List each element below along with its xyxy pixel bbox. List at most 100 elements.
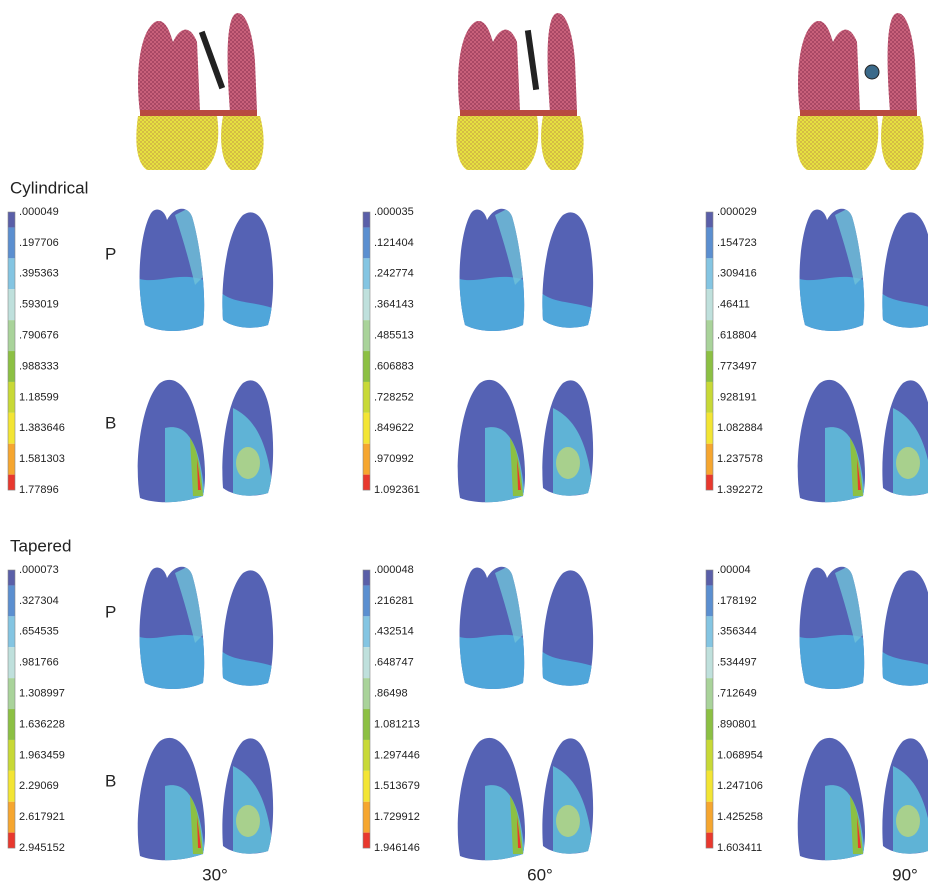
scale-label: .000048 <box>374 564 414 576</box>
scale-label: .534497 <box>717 657 757 669</box>
scale-swatch <box>706 413 713 444</box>
scale-swatch <box>8 444 15 475</box>
scale-label: 1.581303 <box>19 453 65 465</box>
scale-label: 1.068954 <box>717 749 763 761</box>
scale-label: .654535 <box>19 626 59 638</box>
tooth-stress-b <box>790 731 928 871</box>
scale-label: .242774 <box>374 268 414 280</box>
scale-label: 2.617921 <box>19 811 65 823</box>
tooth-stress-b <box>130 731 278 871</box>
scale-swatch <box>706 771 713 802</box>
scale-swatch <box>706 289 713 320</box>
scale-swatch <box>8 570 15 585</box>
scale-swatch <box>706 258 713 289</box>
scale-label: .309416 <box>717 268 757 280</box>
scale-swatch <box>8 382 15 413</box>
scale-label: 1.092361 <box>374 484 420 496</box>
scale-label: 1.946146 <box>374 842 420 854</box>
scale-label: .618804 <box>717 330 757 342</box>
tooth-stress-b <box>790 373 928 513</box>
scale-label: .970992 <box>374 453 414 465</box>
scale-label: .988333 <box>19 360 59 372</box>
scale-swatch <box>706 444 713 475</box>
scale-label: 2.29069 <box>19 780 59 792</box>
scale-swatch <box>706 475 713 490</box>
side-label: B <box>105 771 116 790</box>
tooth-stress-p <box>130 200 278 345</box>
panels: CylindricalPB.000049.197706.395363.59301… <box>8 13 928 884</box>
side-label: B <box>105 413 116 432</box>
scale-swatch <box>8 709 15 740</box>
tooth-stress-p <box>790 558 928 703</box>
scale-label: .773497 <box>717 360 757 372</box>
tooth-stress-p <box>130 558 278 703</box>
scale-swatch <box>8 320 15 351</box>
scale-swatch <box>363 802 370 833</box>
scale-label: 1.247106 <box>717 780 763 792</box>
scale-label: .648747 <box>374 657 414 669</box>
scale-label: .432514 <box>374 626 414 638</box>
scale-swatch <box>363 647 370 678</box>
scale-label: .364143 <box>374 299 414 311</box>
scale-label: 1.636228 <box>19 718 65 730</box>
scale-label: .890801 <box>717 718 757 730</box>
scale-swatch <box>8 212 15 227</box>
tooth-stress-b <box>130 373 278 513</box>
scale-swatch <box>8 678 15 709</box>
scale-label: 1.77896 <box>19 484 59 496</box>
scale-label: 1.308997 <box>19 688 65 700</box>
scale-swatch <box>8 585 15 616</box>
scale-swatch <box>8 475 15 490</box>
scale-swatch <box>8 647 15 678</box>
scale-swatch <box>8 413 15 444</box>
scale-swatch <box>363 678 370 709</box>
scale-swatch <box>363 585 370 616</box>
scale-swatch <box>706 709 713 740</box>
tooth-stress-b <box>450 731 598 871</box>
scale-swatch <box>363 616 370 647</box>
scale-swatch <box>363 740 370 771</box>
scale-label: .395363 <box>19 268 59 280</box>
scale-swatch <box>363 413 370 444</box>
scale-swatch <box>706 585 713 616</box>
row-title: Cylindrical <box>10 178 88 197</box>
scale-swatch <box>706 833 713 848</box>
scale-swatch <box>706 320 713 351</box>
scale-label: 1.383646 <box>19 422 65 434</box>
scale-swatch <box>363 351 370 382</box>
scale-label: .216281 <box>374 595 414 607</box>
scale-swatch <box>706 227 713 258</box>
scale-label: 2.945152 <box>19 842 65 854</box>
row-title: Tapered <box>10 536 71 555</box>
scale-swatch <box>706 212 713 227</box>
column-label: 30° <box>202 865 228 884</box>
figure: CylindricalPB.000049.197706.395363.59301… <box>0 0 928 893</box>
scale-label: 1.297446 <box>374 749 420 761</box>
scale-label: .000049 <box>19 206 59 218</box>
scale-label: 1.082884 <box>717 422 763 434</box>
scale-swatch <box>8 771 15 802</box>
scale-swatch <box>363 258 370 289</box>
column-label: 60° <box>527 865 553 884</box>
scale-label: 1.425258 <box>717 811 763 823</box>
scale-label: .485513 <box>374 330 414 342</box>
side-label: P <box>105 244 116 263</box>
scale-label: .00004 <box>717 564 751 576</box>
scale-label: 1.237578 <box>717 453 763 465</box>
scale-label: .000073 <box>19 564 59 576</box>
scale-label: 1.513679 <box>374 780 420 792</box>
scale-label: .928191 <box>717 391 757 403</box>
scale-label: .46411 <box>717 299 750 311</box>
scale-swatch <box>8 833 15 848</box>
scale-swatch <box>706 351 713 382</box>
tooth-model <box>796 13 923 170</box>
scale-swatch <box>363 833 370 848</box>
scale-label: .327304 <box>19 595 59 607</box>
scale-swatch <box>706 382 713 413</box>
scale-label: 1.392272 <box>717 484 763 496</box>
scale-label: .728252 <box>374 391 414 403</box>
scale-label: .606883 <box>374 360 414 372</box>
scale-swatch <box>706 570 713 585</box>
scale-label: .593019 <box>19 299 59 311</box>
scale-swatch <box>363 709 370 740</box>
